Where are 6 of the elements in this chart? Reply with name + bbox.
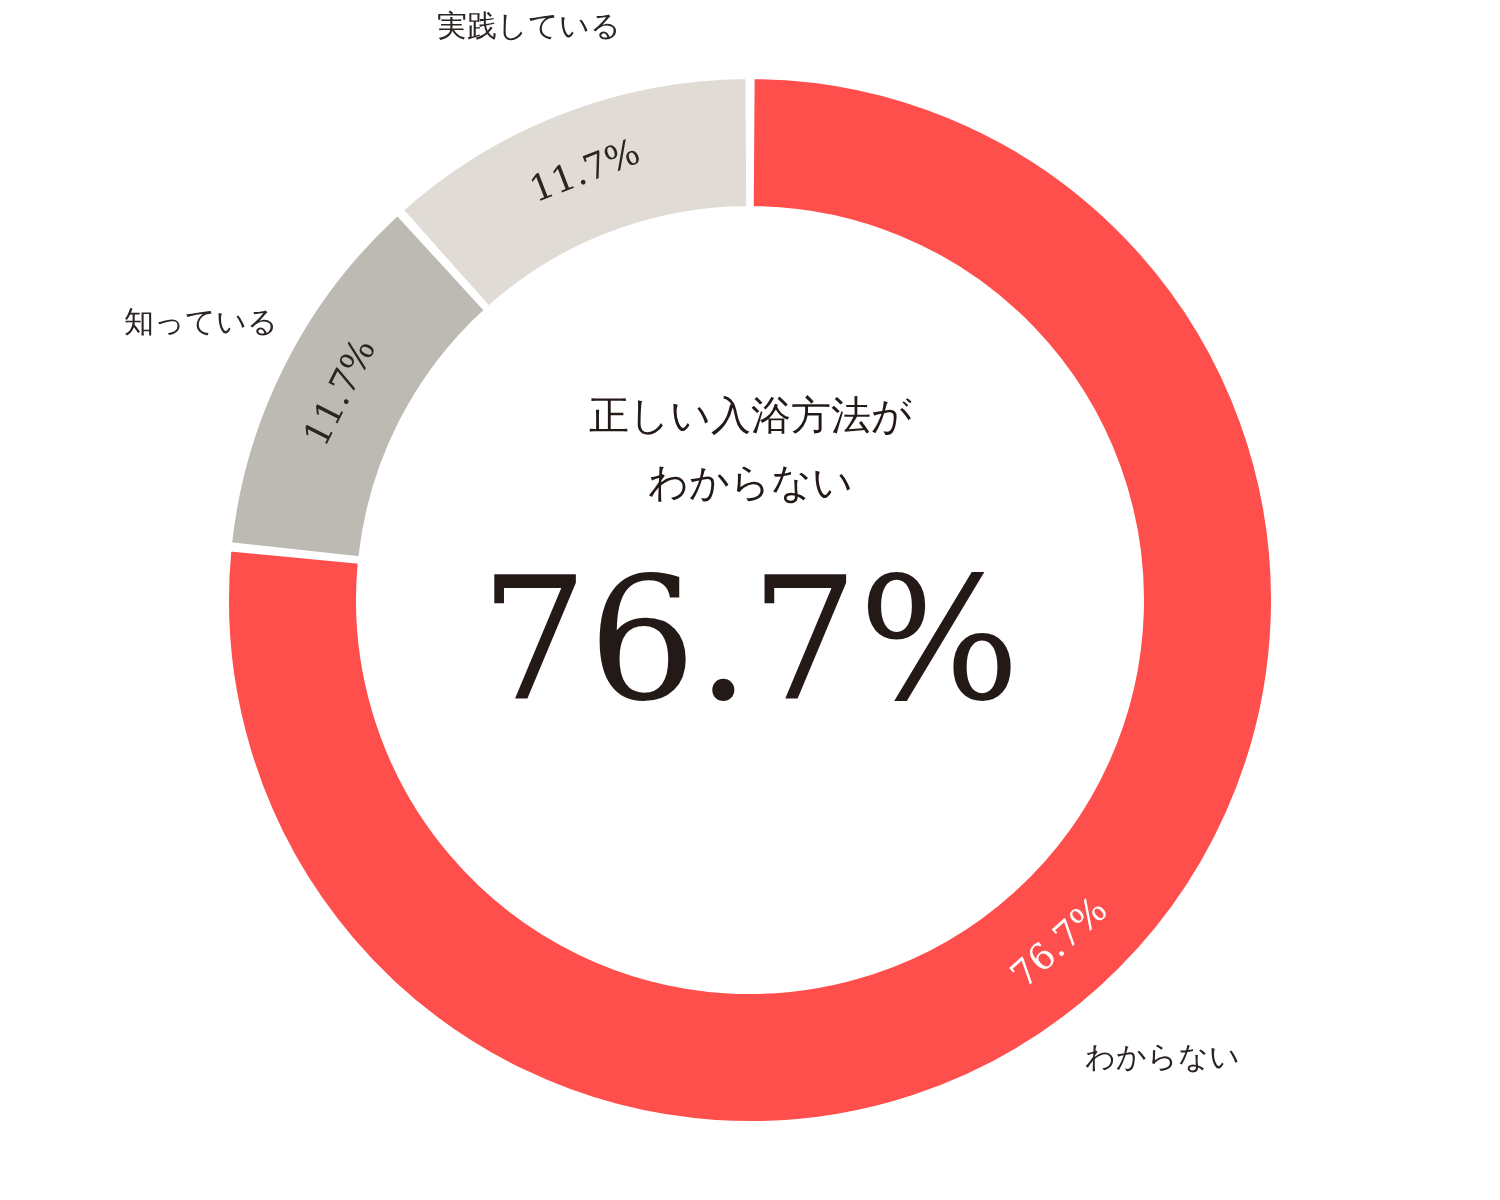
text: 正しい入浴方法が: [588, 392, 912, 438]
slice-label: わからない: [1084, 1038, 1240, 1074]
text: わからない: [647, 459, 853, 505]
text: 76.7%: [479, 541, 1021, 739]
slice-label: 知っている: [124, 304, 279, 340]
slice-label: 実践している: [437, 8, 622, 44]
